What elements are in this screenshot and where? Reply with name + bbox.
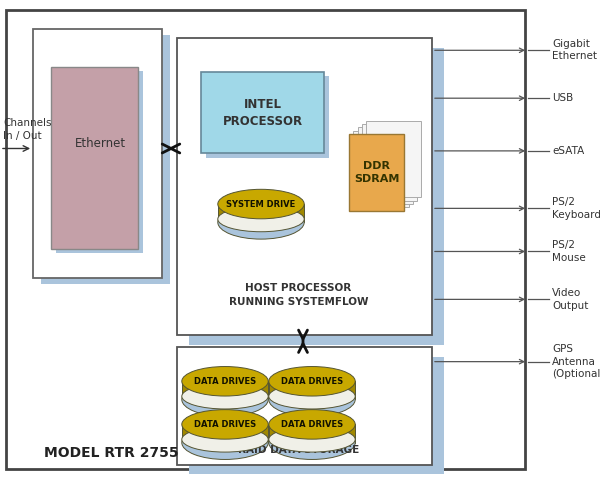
FancyBboxPatch shape: [56, 71, 143, 253]
FancyBboxPatch shape: [362, 124, 417, 201]
Text: DDR
SDRAM: DDR SDRAM: [354, 161, 400, 184]
FancyBboxPatch shape: [358, 127, 413, 204]
Ellipse shape: [182, 384, 268, 409]
FancyBboxPatch shape: [177, 347, 432, 465]
Text: eSATA: eSATA: [552, 146, 584, 156]
Text: USB: USB: [552, 93, 573, 103]
FancyBboxPatch shape: [41, 35, 170, 284]
Text: PS/2
Keyboard: PS/2 Keyboard: [552, 197, 600, 219]
Text: Gigabit
Ethernet: Gigabit Ethernet: [552, 39, 597, 61]
FancyBboxPatch shape: [353, 131, 409, 207]
FancyBboxPatch shape: [6, 10, 525, 469]
FancyBboxPatch shape: [349, 134, 404, 211]
Text: DATA DRIVES: DATA DRIVES: [194, 377, 256, 386]
Text: RAID DATA STORAGE: RAID DATA STORAGE: [238, 445, 359, 455]
Ellipse shape: [218, 205, 304, 239]
FancyBboxPatch shape: [182, 424, 268, 443]
FancyBboxPatch shape: [188, 356, 444, 474]
Ellipse shape: [182, 427, 268, 452]
FancyBboxPatch shape: [218, 204, 304, 222]
Ellipse shape: [182, 383, 268, 416]
Text: DATA DRIVES: DATA DRIVES: [194, 420, 256, 429]
Ellipse shape: [269, 410, 355, 439]
Text: INTEL
PROCESSOR: INTEL PROCESSOR: [223, 98, 302, 127]
FancyBboxPatch shape: [269, 424, 355, 443]
Ellipse shape: [218, 189, 304, 219]
Ellipse shape: [269, 426, 355, 459]
FancyBboxPatch shape: [177, 38, 432, 335]
Text: Video
Output: Video Output: [552, 288, 589, 310]
FancyBboxPatch shape: [366, 121, 421, 197]
Ellipse shape: [269, 384, 355, 409]
Text: DATA DRIVES: DATA DRIVES: [281, 377, 343, 386]
Ellipse shape: [182, 366, 268, 396]
Ellipse shape: [182, 410, 268, 439]
FancyBboxPatch shape: [51, 67, 138, 249]
Text: MODEL RTR 2755: MODEL RTR 2755: [44, 445, 178, 460]
FancyBboxPatch shape: [269, 381, 355, 399]
Ellipse shape: [218, 206, 304, 232]
Text: HOST PROCESSOR
RUNNING SYSTEMFLOW: HOST PROCESSOR RUNNING SYSTEMFLOW: [229, 284, 368, 307]
FancyBboxPatch shape: [201, 72, 324, 153]
Text: Channels
In / Out: Channels In / Out: [3, 118, 52, 140]
Text: DATA DRIVES: DATA DRIVES: [281, 420, 343, 429]
Ellipse shape: [269, 366, 355, 396]
Text: PS/2
Mouse: PS/2 Mouse: [552, 240, 586, 262]
FancyBboxPatch shape: [188, 48, 444, 345]
Text: Ethernet: Ethernet: [75, 137, 126, 150]
FancyBboxPatch shape: [182, 381, 268, 399]
Ellipse shape: [182, 426, 268, 459]
FancyBboxPatch shape: [206, 76, 329, 158]
Text: GPS
Antenna
(Optional): GPS Antenna (Optional): [552, 344, 600, 379]
Ellipse shape: [269, 427, 355, 452]
Ellipse shape: [269, 383, 355, 416]
FancyBboxPatch shape: [33, 29, 162, 278]
Text: SYSTEM DRIVE: SYSTEM DRIVE: [226, 200, 296, 208]
